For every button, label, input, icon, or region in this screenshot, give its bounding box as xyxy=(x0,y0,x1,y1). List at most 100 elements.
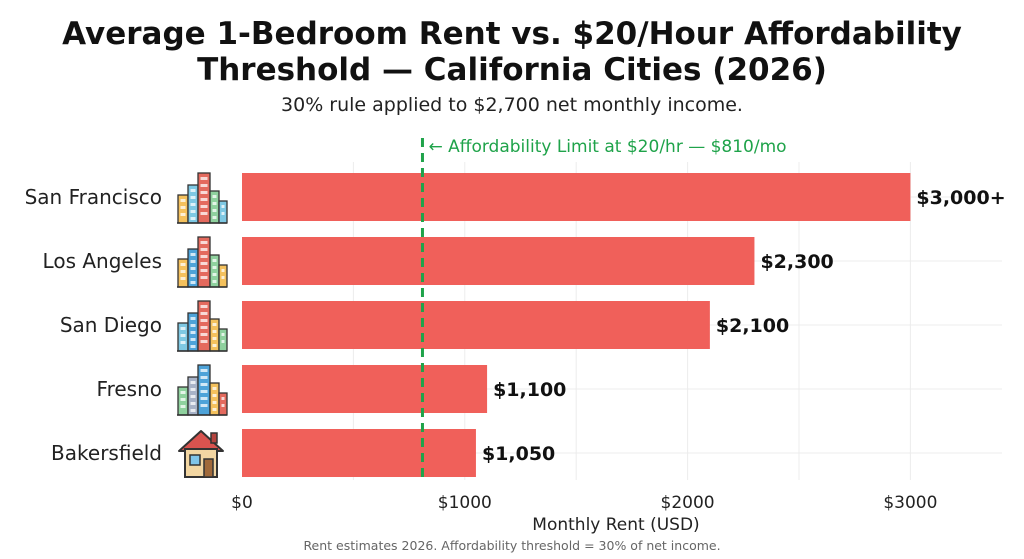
building-window xyxy=(221,276,225,279)
building-window xyxy=(212,344,217,347)
building-window xyxy=(200,404,208,407)
x-tick-label: $1000 xyxy=(438,493,492,513)
building-window xyxy=(200,276,208,279)
building-window xyxy=(212,259,217,262)
building-window xyxy=(190,402,196,405)
building-window xyxy=(200,333,208,336)
building-window xyxy=(221,404,225,407)
building-window xyxy=(212,195,217,198)
category-label: Bakersfield xyxy=(51,441,162,465)
building-window xyxy=(190,381,196,384)
building-window xyxy=(180,206,186,209)
building-window xyxy=(190,409,196,412)
building-window xyxy=(200,248,208,251)
building-window xyxy=(221,269,225,272)
building-window xyxy=(221,333,225,336)
building-window xyxy=(200,319,208,322)
building-window xyxy=(190,281,196,284)
building-window xyxy=(190,331,196,334)
building-window xyxy=(221,397,225,400)
building-window xyxy=(200,212,208,215)
category-label: San Diego xyxy=(60,313,162,337)
city-skyline-icon xyxy=(177,172,228,224)
building-window xyxy=(200,305,208,308)
data-label: $3,000+ xyxy=(916,187,1005,209)
building-window xyxy=(200,269,208,272)
building-window xyxy=(180,398,186,401)
data-label: $1,050 xyxy=(482,443,555,465)
building-window xyxy=(200,312,208,315)
building-window xyxy=(200,390,208,393)
building-window xyxy=(180,270,186,273)
building-window xyxy=(221,205,225,208)
window xyxy=(189,454,201,466)
x-tick-label: $2000 xyxy=(661,493,715,513)
chart-footnote: Rent estimates 2026. Affordability thres… xyxy=(303,538,721,553)
building-window xyxy=(180,199,186,202)
building-window xyxy=(190,267,196,270)
building-window xyxy=(212,266,217,269)
building-window xyxy=(190,338,196,341)
building-window xyxy=(190,189,196,192)
bar xyxy=(242,365,488,413)
building-window xyxy=(212,387,217,390)
building-window xyxy=(212,330,217,333)
building-window xyxy=(190,217,196,220)
bar xyxy=(242,237,755,285)
building-window xyxy=(212,209,217,212)
door xyxy=(203,458,214,478)
threshold-label: ← Affordability Limit at $20/hr — $810/m… xyxy=(428,137,786,157)
chart-title-line-2: Threshold — California Cities (2026) xyxy=(197,52,827,88)
x-axis-title: Monthly Rent (USD) xyxy=(532,515,699,535)
building-window xyxy=(180,263,186,266)
data-label: $2,100 xyxy=(716,315,789,337)
building-window xyxy=(200,205,208,208)
building-window xyxy=(180,213,186,216)
building-window xyxy=(190,210,196,213)
building-window xyxy=(190,253,196,256)
building-window xyxy=(200,177,208,180)
building-window xyxy=(200,191,208,194)
building-window xyxy=(180,334,186,337)
chart-subtitle: 30% rule applied to $2,700 net monthly i… xyxy=(281,94,743,116)
building-window xyxy=(190,388,196,391)
building-window xyxy=(200,340,208,343)
building-window xyxy=(190,260,196,263)
category-label: San Francisco xyxy=(25,185,162,209)
building-window xyxy=(200,184,208,187)
category-label: Fresno xyxy=(97,377,162,401)
building-window xyxy=(212,216,217,219)
building-window xyxy=(221,340,225,343)
building-window xyxy=(180,341,186,344)
building-window xyxy=(200,262,208,265)
building-window xyxy=(200,369,208,372)
building-window xyxy=(200,376,208,379)
building-window xyxy=(190,203,196,206)
building-window xyxy=(180,405,186,408)
building-window xyxy=(212,323,217,326)
building-window xyxy=(180,391,186,394)
building-window xyxy=(190,196,196,199)
data-label: $1,100 xyxy=(493,379,566,401)
category-label: Los Angeles xyxy=(43,249,162,273)
house-icon xyxy=(178,430,224,478)
building-window xyxy=(212,394,217,397)
building-window xyxy=(200,241,208,244)
building-window xyxy=(190,395,196,398)
x-tick-label: $0 xyxy=(231,493,253,513)
building-window xyxy=(212,273,217,276)
building-window xyxy=(200,326,208,329)
building-window xyxy=(190,324,196,327)
bar xyxy=(242,429,476,477)
building-window xyxy=(221,212,225,215)
building-window xyxy=(190,274,196,277)
building-window xyxy=(212,401,217,404)
building-window xyxy=(200,198,208,201)
x-tick-label: $3000 xyxy=(883,493,937,513)
bar xyxy=(242,173,911,221)
chimney xyxy=(210,432,218,444)
bar xyxy=(242,301,710,349)
building-window xyxy=(190,317,196,320)
